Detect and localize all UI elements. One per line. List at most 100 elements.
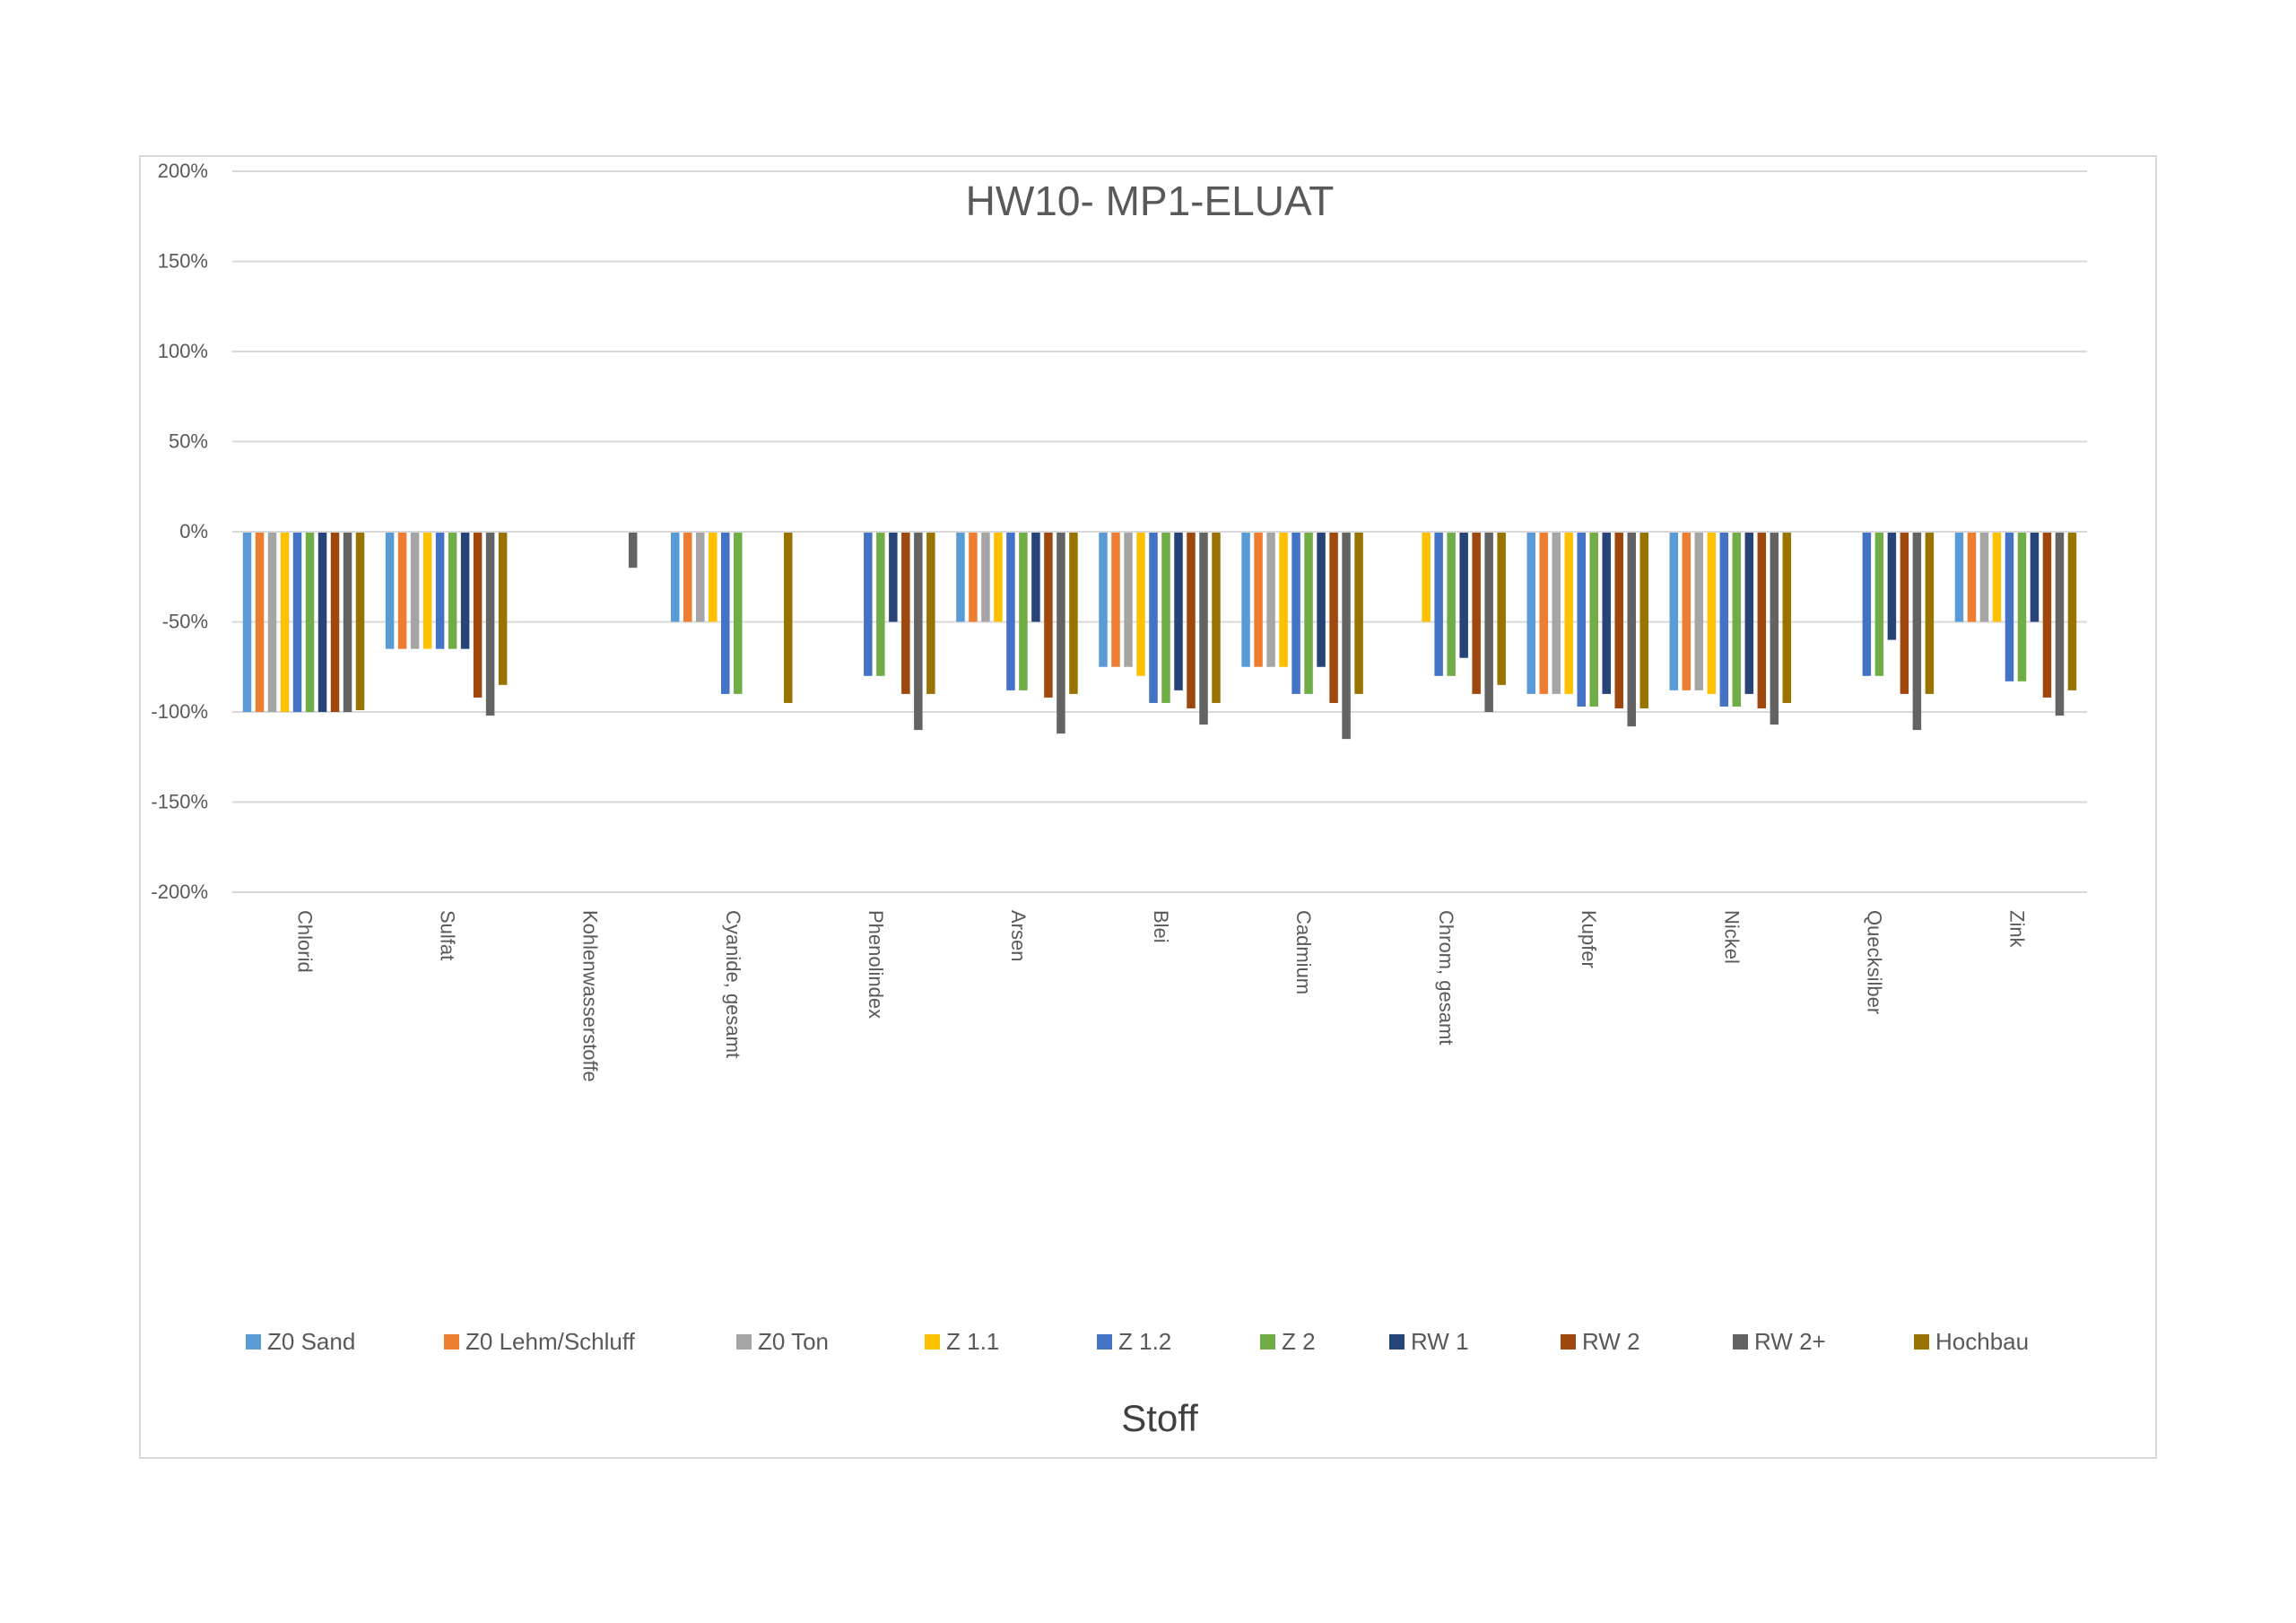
bar — [1241, 532, 1250, 667]
bar — [1979, 532, 1989, 622]
bar — [1304, 532, 1313, 694]
legend-swatch — [1733, 1334, 1748, 1350]
bar — [1422, 532, 1431, 622]
bar — [292, 532, 302, 712]
y-tick-label: 100% — [158, 340, 208, 362]
bar — [671, 532, 680, 622]
bar — [355, 532, 365, 710]
bar — [1006, 532, 1015, 690]
legend-swatch — [444, 1334, 459, 1350]
bar — [1874, 532, 1884, 676]
legend-label: Z0 Sand — [267, 1328, 355, 1355]
x-category-label: Sulfat — [437, 910, 459, 960]
bar — [1329, 532, 1338, 703]
legend-swatch — [925, 1334, 940, 1350]
x-category-label: Quecksilber — [1863, 910, 1885, 1014]
y-tick-label: 200% — [158, 160, 208, 182]
bar — [1682, 532, 1692, 690]
bar — [926, 532, 935, 694]
y-tick-label: -50% — [162, 611, 208, 633]
bar — [317, 532, 327, 712]
bar — [889, 532, 898, 622]
legend-swatch — [1561, 1334, 1576, 1350]
bar — [1782, 532, 1792, 703]
bar — [305, 532, 315, 712]
bar — [1497, 532, 1506, 685]
y-axis-ticks: 200% 150% 100% 50% 0% -50% -100% -150% -200% — [151, 160, 208, 903]
x-category-label: Cyanide, gesamt — [722, 910, 744, 1058]
bar — [448, 532, 457, 649]
bar — [981, 532, 990, 622]
legend-swatch — [1914, 1334, 1929, 1350]
bar — [1099, 532, 1108, 667]
bar — [901, 532, 910, 694]
bar — [2005, 532, 2014, 681]
bar — [1589, 532, 1598, 707]
bar — [1602, 532, 1611, 694]
bar — [1354, 532, 1363, 694]
bar — [1031, 532, 1040, 622]
bar — [2067, 532, 2077, 690]
bar — [1484, 532, 1493, 712]
bar — [1887, 532, 1897, 640]
bar — [422, 532, 432, 649]
bar — [1069, 532, 1078, 694]
x-category-label: Kupfer — [1578, 910, 1600, 968]
legend-label: RW 2+ — [1754, 1328, 1826, 1355]
y-tick-label: -200% — [151, 881, 208, 903]
bar — [267, 532, 277, 712]
legend-swatch — [1097, 1334, 1112, 1350]
x-category-label: Nickel — [1720, 910, 1743, 964]
bar — [1124, 532, 1133, 667]
bar — [435, 532, 445, 649]
bar — [1317, 532, 1326, 667]
x-category-label: Arsen — [1007, 910, 1030, 961]
bar — [1639, 532, 1648, 708]
bar — [1342, 532, 1351, 740]
y-tick-label: 50% — [169, 430, 208, 453]
bar — [628, 532, 638, 568]
bar — [1719, 532, 1729, 707]
bar — [1266, 532, 1275, 667]
bar — [1292, 532, 1300, 694]
bar — [1627, 532, 1636, 727]
legend-swatch — [1389, 1334, 1405, 1350]
bar — [1472, 532, 1481, 694]
bar — [1744, 532, 1754, 694]
bar — [397, 532, 407, 649]
bar — [1694, 532, 1704, 690]
bar — [2055, 532, 2065, 716]
bar — [1552, 532, 1561, 694]
bar — [385, 532, 395, 649]
bar — [2017, 532, 2027, 681]
bar — [473, 532, 483, 698]
bar — [1447, 532, 1456, 676]
legend-label: Z0 Ton — [758, 1328, 829, 1355]
legend-label: Z 2 — [1282, 1328, 1316, 1355]
legend-label: RW 1 — [1411, 1328, 1469, 1355]
bar — [2030, 532, 2039, 622]
bar — [1111, 532, 1120, 667]
bar — [1925, 532, 1935, 694]
x-category-label: Blei — [1150, 910, 1172, 943]
chart-area: HW10- MP1-ELUAT 200% 150% 100% 50% 0% -50% -10… — [139, 155, 2157, 1459]
category-labels: Chlorid Sulfat Kohlenwasserstoffe Cyanide, … — [294, 910, 2029, 1082]
bar — [969, 532, 978, 622]
bar — [343, 532, 352, 712]
legend-label: Z0 Lehm/Schluff — [465, 1328, 636, 1355]
bar — [709, 532, 718, 622]
bar — [1967, 532, 1977, 622]
bar — [1019, 532, 1028, 690]
legend-swatch — [246, 1334, 261, 1350]
bar — [242, 532, 252, 712]
y-tick-label: 150% — [158, 250, 208, 273]
bar — [1912, 532, 1922, 731]
legend-label: Z 1.1 — [946, 1328, 999, 1355]
bar — [696, 532, 705, 622]
y-tick-label: -100% — [151, 700, 208, 723]
bar — [876, 532, 885, 676]
bars — [242, 532, 2077, 740]
bar — [1526, 532, 1535, 694]
x-axis-title: Stoff — [1121, 1397, 1198, 1439]
bar — [1770, 532, 1779, 725]
